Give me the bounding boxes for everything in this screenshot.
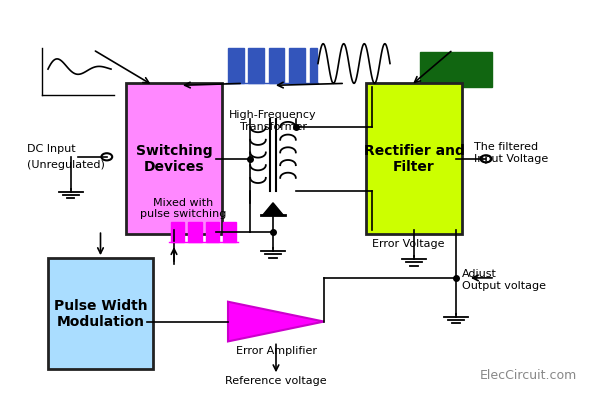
Text: (Unregulated): (Unregulated): [27, 160, 105, 170]
Polygon shape: [262, 203, 284, 216]
Text: ElecCircuit.com: ElecCircuit.com: [479, 369, 577, 382]
Circle shape: [481, 155, 491, 162]
Polygon shape: [228, 302, 324, 341]
Text: Switching
Devices: Switching Devices: [136, 144, 212, 174]
Bar: [171, 222, 184, 242]
FancyBboxPatch shape: [366, 83, 462, 234]
Bar: [228, 48, 244, 83]
Bar: [223, 222, 236, 242]
Bar: [206, 222, 219, 242]
Text: Error Amplifier: Error Amplifier: [235, 346, 317, 357]
Text: Adjust
Output voltage: Adjust Output voltage: [462, 269, 546, 291]
Text: The filtered
Input Voltage: The filtered Input Voltage: [474, 142, 548, 164]
Bar: [248, 48, 264, 83]
Text: Mixed with
pulse switching: Mixed with pulse switching: [140, 198, 226, 219]
Bar: [420, 52, 492, 87]
Text: High-Frequency
Transformer: High-Frequency Transformer: [229, 110, 317, 132]
Bar: [188, 222, 202, 242]
FancyBboxPatch shape: [126, 83, 222, 234]
Bar: [289, 48, 305, 83]
FancyBboxPatch shape: [48, 258, 153, 369]
Bar: [310, 48, 317, 83]
Text: Rectifier and
Filter: Rectifier and Filter: [364, 144, 464, 174]
Text: Error Voltage: Error Voltage: [372, 239, 444, 249]
Bar: [269, 48, 284, 83]
Text: Reference voltage: Reference voltage: [225, 376, 327, 386]
Circle shape: [101, 153, 112, 160]
Text: Pulse Width
Modulation: Pulse Width Modulation: [53, 299, 148, 329]
Text: DC Input: DC Input: [27, 144, 76, 154]
